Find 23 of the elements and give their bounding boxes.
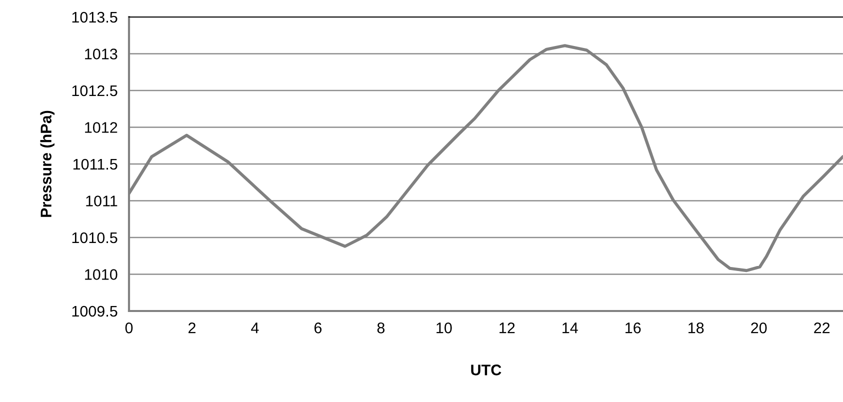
x-tick-label: 18	[688, 322, 704, 334]
y-tick-label: 1011.5	[73, 158, 118, 170]
x-tick-label: 22	[814, 322, 830, 334]
x-axis-title: UTC	[471, 364, 502, 376]
y-tick-label: 1011	[86, 196, 118, 206]
y-tick-label: 1012	[85, 122, 118, 133]
x-tick-label: 14	[562, 322, 578, 334]
y-tick-label: 1010.5	[72, 232, 118, 244]
x-tick-label: 6	[314, 322, 322, 334]
y-tick-label: 1010	[85, 269, 118, 280]
x-tick-label: 20	[751, 322, 767, 334]
x-tick-label: 2	[188, 322, 196, 334]
y-tick-label: 1013.5	[72, 12, 118, 23]
y-tick-label: 1013	[85, 48, 118, 60]
x-tick-label: 4	[251, 322, 259, 334]
x-tick-label: 8	[377, 322, 385, 334]
y-axis-title: Pressure (hPa)	[40, 110, 54, 217]
y-tick-label: 1009.5	[72, 306, 118, 317]
x-tick-label: 10	[436, 322, 452, 334]
x-tick-label: 12	[500, 322, 515, 334]
y-tick-label: 1012.5	[72, 85, 118, 96]
x-tick-label: 16	[626, 322, 641, 334]
x-tick-label: 0	[125, 322, 133, 334]
